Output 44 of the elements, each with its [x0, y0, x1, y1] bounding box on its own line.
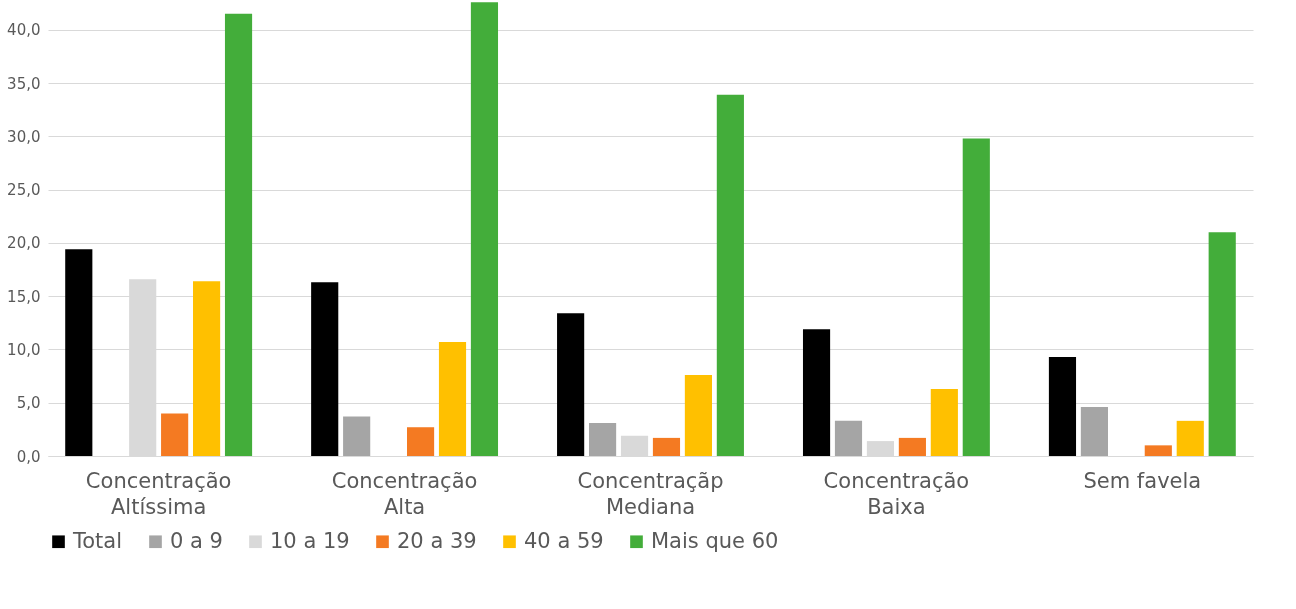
bar	[65, 249, 93, 456]
bar	[1144, 445, 1172, 456]
bar	[1080, 406, 1108, 456]
bar	[1176, 420, 1204, 456]
bar	[1208, 232, 1236, 456]
x-tick-label: Concentração Altíssima	[85, 468, 232, 519]
y-tick-label: 40,0	[7, 21, 41, 40]
y-tick-label: 30,0	[7, 127, 41, 146]
bar	[898, 437, 926, 456]
y-tick-label: 20,0	[7, 234, 41, 253]
legend-label: 20 a 39	[397, 528, 477, 553]
bar	[193, 281, 221, 456]
bar	[930, 388, 958, 456]
y-tick-label: 25,0	[7, 181, 41, 200]
bar	[470, 2, 499, 456]
bar	[406, 427, 435, 456]
legend-label: 10 a 19	[270, 528, 350, 553]
bar	[311, 282, 339, 456]
bar	[834, 420, 863, 456]
bar	[652, 437, 681, 456]
x-tick-label: Concentraçãp Mediana	[577, 468, 724, 519]
y-tick-label: 5,0	[16, 394, 41, 413]
bar	[438, 342, 467, 456]
bar	[716, 94, 744, 456]
x-tick-label: Concentração Baixa	[823, 468, 970, 519]
bar	[224, 13, 253, 456]
bar	[684, 375, 712, 456]
bar	[343, 416, 371, 456]
legend-label: Mais que 60	[651, 528, 779, 553]
y-tick-label: 0,0	[16, 447, 41, 466]
legend-label: Total	[72, 528, 123, 553]
y-tick-label: 10,0	[7, 340, 41, 359]
legend-label: 0 a 9	[170, 528, 223, 553]
bar	[802, 329, 831, 456]
bar	[589, 422, 617, 456]
bar	[1048, 356, 1077, 456]
bar	[161, 413, 189, 456]
y-tick-label: 15,0	[7, 287, 41, 306]
legend-label: 40 a 59	[524, 528, 604, 553]
x-tick-label: Concentração Alta	[331, 468, 478, 519]
bar	[557, 313, 585, 456]
bar	[962, 138, 990, 456]
y-tick-label: 35,0	[7, 74, 41, 93]
x-tick-label: Sem favela	[1083, 468, 1202, 493]
